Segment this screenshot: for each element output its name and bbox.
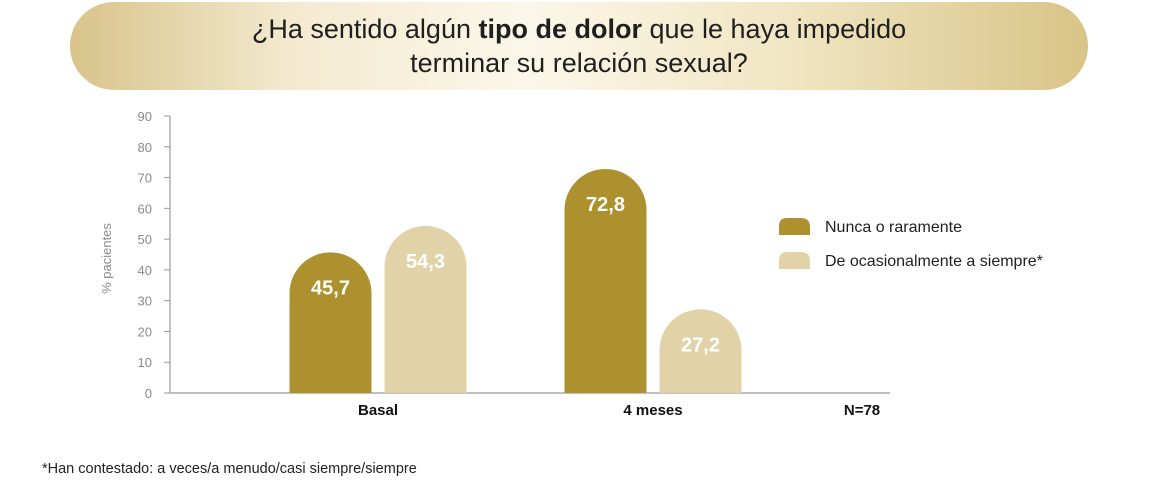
bar-value-label: 27,2 (681, 334, 720, 356)
bar-ocasional-0 (384, 225, 467, 393)
legend-label: Nunca o raramente (825, 219, 962, 236)
bar-value-label: 45,7 (311, 277, 350, 299)
bar-ocasional-1 (659, 309, 742, 393)
chart-title-line-1: ¿Ha sentido algún tipo de dolor que le h… (252, 12, 906, 46)
y-tick-label: 30 (138, 294, 152, 309)
bar-value-label: 54,3 (406, 251, 445, 273)
category-label: 4 meses (623, 402, 682, 419)
legend-swatch (779, 252, 810, 269)
title-part2: que le haya impedido (641, 14, 907, 44)
title-part1: ¿Ha sentido algún (251, 14, 479, 44)
footnote: *Han contestado: a veces/a menudo/casi s… (42, 461, 417, 477)
title-bold: tipo de dolor (478, 14, 642, 44)
bar-nunca-1 (564, 168, 647, 393)
y-tick-label: 90 (138, 109, 152, 124)
y-tick-label: 10 (138, 355, 152, 370)
y-tick-label: 70 (138, 171, 152, 186)
y-tick-label: 80 (138, 140, 152, 155)
title-banner: ¿Ha sentido algún tipo de dolor que le h… (70, 2, 1088, 90)
bar-nunca-0 (289, 252, 372, 393)
chart-title-line-2: terminar su relación sexual? (410, 48, 748, 78)
y-tick-label: 40 (138, 263, 152, 278)
category-label: Basal (358, 402, 398, 419)
bar-value-label: 72,8 (586, 194, 625, 216)
sample-size-label: N=78 (844, 402, 880, 419)
y-axis-label: % pacientes (99, 223, 114, 294)
chart-area: 0 10 20 30 40 50 60 70 80 90 % pacientes 45,7 54,3 Ba… (99, 109, 1043, 419)
y-tick-label: 50 (138, 232, 152, 247)
y-tick-label: 60 (138, 201, 152, 216)
y-tick-label: 0 (145, 386, 152, 401)
y-tick-label: 20 (138, 324, 152, 339)
legend-swatch (779, 218, 810, 235)
legend-label: De ocasionalmente a siempre* (825, 253, 1043, 270)
